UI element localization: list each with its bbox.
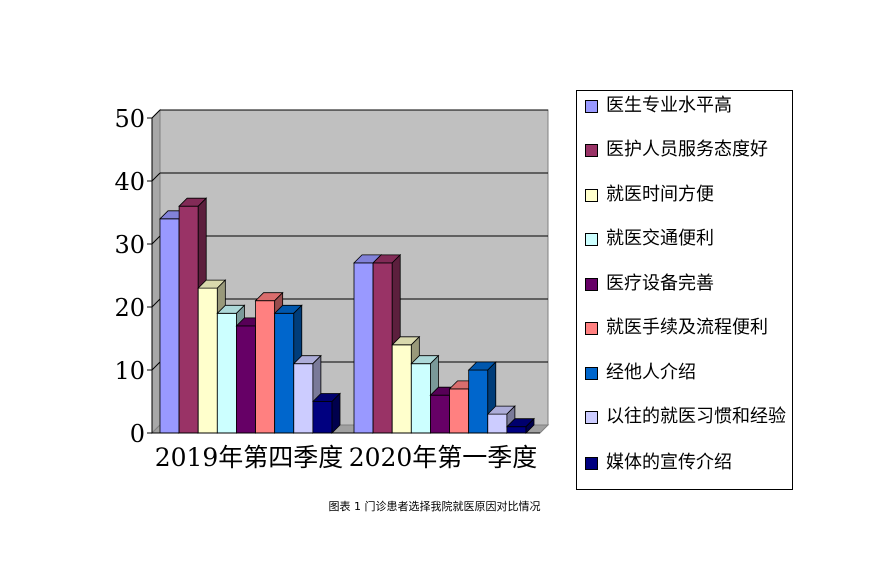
bar-front <box>410 363 431 434</box>
bar-front <box>178 205 199 434</box>
legend-label: 医疗设备完善 <box>606 273 714 294</box>
bar-front <box>197 287 218 434</box>
gridline-diagonal <box>151 172 161 182</box>
x-category-label: 2020年第一季度 <box>349 443 538 472</box>
legend-item: 医生专业水平高 <box>585 95 790 117</box>
bar-front <box>468 369 489 434</box>
bar-side <box>525 417 535 434</box>
legend-item: 媒体的宣传介绍 <box>585 452 790 474</box>
legend-item: 以往的就医习惯和经验 <box>585 406 790 428</box>
legend-swatch <box>585 100 598 113</box>
legend-swatch <box>585 457 598 470</box>
legend-label: 医护人员服务态度好 <box>606 139 768 160</box>
chart-legend: 医生专业水平高医护人员服务态度好 就医时间方便 就医交通便利 医疗设备完善就医手续及流… <box>576 90 793 490</box>
plot-side-wall <box>151 108 161 435</box>
bar-front <box>430 394 450 434</box>
y-tick-label: 50 <box>114 105 145 133</box>
legend-label: 医生专业水平高 <box>606 95 732 116</box>
gridline-diagonal <box>151 361 161 371</box>
bar-front <box>487 413 508 434</box>
bar-front <box>293 363 314 434</box>
bar-front <box>449 388 470 434</box>
bar <box>311 392 341 434</box>
legend-swatch <box>585 322 598 335</box>
legend-label: 就医交通便利 <box>606 228 714 249</box>
legend-label: 以往的就医习惯和经验 <box>606 406 786 427</box>
y-tick-label: 40 <box>114 168 145 196</box>
legend-swatch <box>585 144 598 157</box>
bar-front <box>391 344 412 434</box>
legend-swatch <box>585 189 598 202</box>
gridline-diagonal <box>151 109 161 119</box>
bar-front <box>159 218 180 434</box>
x-category-label: 2019年第四季度 <box>155 443 344 472</box>
legend-item: 就医手续及流程便利 <box>585 317 790 339</box>
bar-front <box>274 312 295 434</box>
bar-front <box>506 426 527 434</box>
legend-swatch <box>585 278 598 291</box>
legend-item: 经他人介绍 <box>585 362 790 384</box>
legend-item: 就医时间方便 <box>585 184 790 206</box>
bar-front <box>236 325 256 434</box>
bar-front <box>353 262 374 434</box>
bar-side <box>331 392 341 434</box>
bar-front <box>216 312 237 434</box>
y-tick-label: 10 <box>114 357 145 385</box>
bar-front <box>255 300 276 434</box>
legend-label: 经他人介绍 <box>606 362 696 383</box>
y-tick-label: 20 <box>114 294 145 322</box>
legend-item: 就医交通便利 <box>585 228 790 250</box>
figure-caption: 图表 1 门诊患者选择我院就医原因对比情况 <box>328 500 541 513</box>
y-tick-label: 30 <box>114 231 145 259</box>
legend-swatch <box>585 233 598 246</box>
legend-label: 媒体的宣传介绍 <box>606 452 732 473</box>
bar <box>505 417 535 434</box>
legend-label: 就医时间方便 <box>606 184 714 205</box>
gridline-diagonal <box>151 235 161 245</box>
y-tick-label: 0 <box>130 420 145 448</box>
gridline-diagonal <box>151 298 161 308</box>
legend-label: 就医手续及流程便利 <box>606 317 768 338</box>
bar-front <box>312 401 333 434</box>
legend-swatch <box>585 411 598 424</box>
legend-swatch <box>585 367 598 380</box>
legend-item: 医护人员服务态度好 <box>585 139 790 161</box>
bar-front <box>372 262 393 434</box>
legend-item: 医疗设备完善 <box>585 273 790 295</box>
